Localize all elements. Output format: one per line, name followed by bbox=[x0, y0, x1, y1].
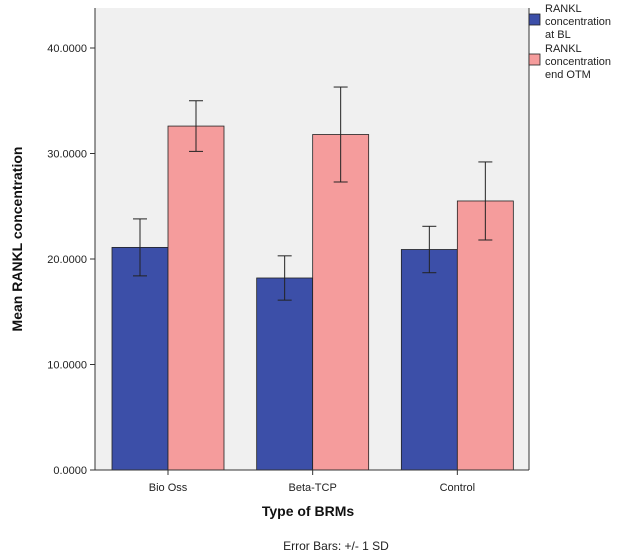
x-tick-label: Beta-TCP bbox=[289, 482, 337, 494]
legend-label-0: RANKL concentration at BL bbox=[545, 3, 611, 41]
bar-bl-2 bbox=[400, 249, 458, 471]
error-bars-layer bbox=[133, 86, 493, 301]
bar-otm-0 bbox=[167, 125, 225, 471]
y-tick-label: 20.0000 bbox=[47, 254, 87, 266]
legend-label-line: at BL bbox=[545, 29, 571, 41]
bar-bl-1 bbox=[256, 277, 314, 471]
legend-label-line: end OTM bbox=[545, 69, 591, 81]
y-ticks: 0.0000 10.0000 20.0000 30.0000 40.0000 bbox=[47, 43, 95, 477]
legend-label-line: RANKL bbox=[545, 3, 582, 15]
y-tick-label: 10.0000 bbox=[47, 360, 87, 372]
footnote: Error Bars: +/- 1 SD bbox=[283, 539, 389, 553]
y-tick-label: 30.0000 bbox=[47, 149, 87, 161]
x-tick-label: Control bbox=[440, 482, 475, 494]
legend-label-line: concentration bbox=[545, 56, 611, 68]
legend-swatch-1 bbox=[528, 53, 541, 66]
legend-swatch-0 bbox=[528, 13, 541, 26]
bars-layer bbox=[111, 125, 514, 471]
y-axis-title: Mean RANKL concentration bbox=[9, 147, 25, 332]
x-ticks: Bio Oss Beta-TCP Control bbox=[149, 470, 475, 494]
legend-label-1: RANKL concentration end OTM bbox=[545, 43, 611, 81]
bar-otm-2 bbox=[456, 200, 514, 471]
legend-label-line: concentration bbox=[545, 16, 611, 28]
x-tick-label: Bio Oss bbox=[149, 482, 188, 494]
bar-otm-1 bbox=[312, 134, 370, 471]
x-axis-title: Type of BRMs bbox=[262, 503, 355, 519]
legend-label-line: RANKL bbox=[545, 43, 582, 55]
y-tick-label: 40.0000 bbox=[47, 43, 87, 55]
y-tick-label: 0.0000 bbox=[53, 465, 87, 477]
bar-bl-0 bbox=[111, 246, 169, 471]
